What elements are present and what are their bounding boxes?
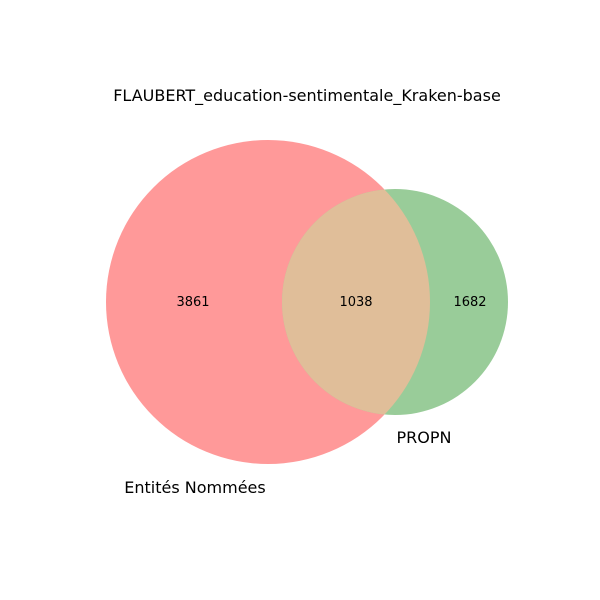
set-a-only-count: 3861 (176, 295, 209, 310)
intersection-region (282, 189, 430, 415)
set-a-label: Entités Nommées (124, 478, 265, 497)
set-b-label: PROPN (397, 428, 452, 447)
intersection-count: 1038 (339, 295, 372, 310)
set-b-only-count: 1682 (453, 295, 486, 310)
chart-title: FLAUBERT_education-sentimentale_Kraken-b… (113, 86, 501, 106)
